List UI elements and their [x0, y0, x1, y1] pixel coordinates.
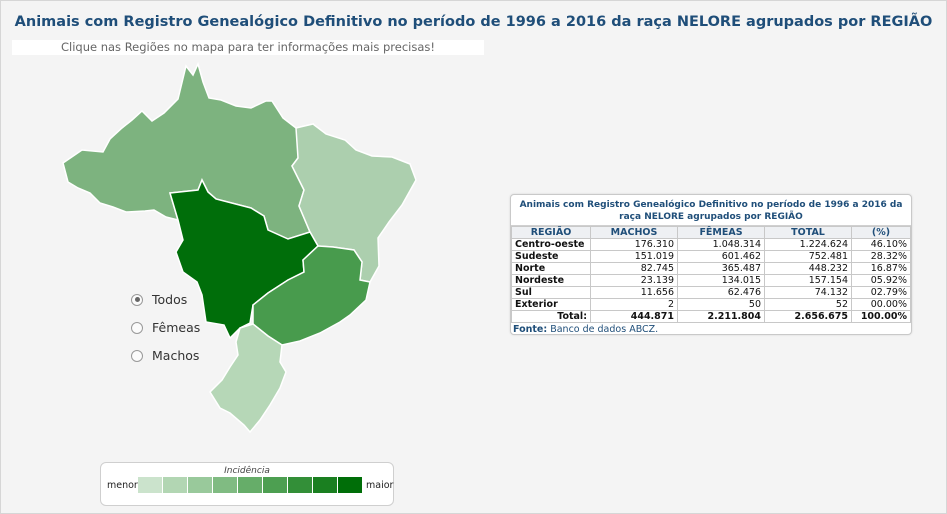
- legend-title: Incidência: [224, 466, 270, 476]
- cell-total: 752.481: [764, 250, 852, 263]
- cell-femeas: 365.487: [677, 262, 765, 275]
- cell-percent: 28.32%: [851, 250, 911, 263]
- header-machos: MACHOS: [590, 226, 678, 239]
- table-row: Sudeste 151.019 601.462 752.481 28.32%: [511, 250, 911, 263]
- cell-region: Nordeste: [511, 274, 591, 287]
- cell-machos: 176.310: [590, 238, 678, 251]
- legend-color-scale: [138, 477, 363, 493]
- cell-machos: 23.139: [590, 274, 678, 287]
- region-nordeste[interactable]: [291, 123, 417, 283]
- cell-machos: 2: [590, 298, 678, 311]
- incidence-legend: Incidência menor maior: [100, 462, 394, 506]
- cell-femeas: 601.462: [677, 250, 765, 263]
- legend-swatch: [138, 477, 162, 493]
- cell-femeas: 1.048.314: [677, 238, 765, 251]
- legend-swatch: [313, 477, 337, 493]
- cell-femeas: 50: [677, 298, 765, 311]
- table-row: Nordeste 23.139 134.015 157.154 05.92%: [511, 274, 911, 287]
- filter-option-femeas[interactable]: Fêmeas: [131, 320, 200, 335]
- legend-swatch: [338, 477, 362, 493]
- table-row: Exterior 2 50 52 00.00%: [511, 298, 911, 311]
- total-label: Total:: [511, 310, 591, 323]
- cell-femeas: 62.476: [677, 286, 765, 299]
- cell-machos: 82.745: [590, 262, 678, 275]
- brazil-region-map: [62, 61, 417, 434]
- cell-region: Sul: [511, 286, 591, 299]
- table-total-row: Total: 444.871 2.211.804 2.656.675 100.0…: [511, 310, 911, 323]
- cell-total: 448.232: [764, 262, 852, 275]
- total-femeas: 2.211.804: [677, 310, 765, 323]
- legend-max-label: maior: [366, 480, 394, 491]
- table-title: Animais com Registro Genealógico Definit…: [511, 195, 911, 226]
- cell-total: 74.132: [764, 286, 852, 299]
- source-label: Fonte:: [513, 324, 548, 335]
- header-regiao: REGIÃO: [511, 226, 591, 239]
- cell-percent: 02.79%: [851, 286, 911, 299]
- radio-button[interactable]: [131, 349, 143, 362]
- table-row: Centro-oeste 176.310 1.048.314 1.224.624…: [511, 238, 911, 251]
- source-note: Fonte: Banco de dados ABCZ.: [511, 323, 911, 335]
- cell-total: 52: [764, 298, 852, 311]
- legend-swatch: [288, 477, 312, 493]
- cell-region: Sudeste: [511, 250, 591, 263]
- filter-label: Todos: [152, 292, 188, 307]
- header-total: TOTAL: [764, 226, 852, 239]
- total-percent: 100.00%: [851, 310, 911, 323]
- legend-swatch: [263, 477, 287, 493]
- legend-swatch: [213, 477, 237, 493]
- table-header-row: REGIÃO MACHOS FÊMEAS TOTAL (%): [511, 226, 911, 239]
- cell-region: Centro-oeste: [511, 238, 591, 251]
- filter-option-todos[interactable]: Todos: [131, 292, 187, 307]
- cell-machos: 151.019: [590, 250, 678, 263]
- filter-label: Fêmeas: [152, 320, 201, 335]
- cell-region: Exterior: [511, 298, 591, 311]
- cell-region: Norte: [511, 262, 591, 275]
- legend-swatch: [238, 477, 262, 493]
- cell-femeas: 134.015: [677, 274, 765, 287]
- legend-swatch: [163, 477, 187, 493]
- region-sudeste[interactable]: [252, 245, 371, 346]
- region-data-panel: Animais com Registro Genealógico Definit…: [510, 194, 912, 335]
- map-hint: Clique nas Regiões no mapa para ter info…: [12, 40, 484, 55]
- legend-min-label: menor: [107, 480, 138, 491]
- table-row: Norte 82.745 365.487 448.232 16.87%: [511, 262, 911, 275]
- filter-option-machos[interactable]: Machos: [131, 348, 199, 363]
- header-percent: (%): [851, 226, 911, 239]
- region-sul[interactable]: [209, 323, 287, 434]
- cell-percent: 16.87%: [851, 262, 911, 275]
- cell-percent: 46.10%: [851, 238, 911, 251]
- header-femeas: FÊMEAS: [677, 226, 765, 239]
- total-total: 2.656.675: [764, 310, 852, 323]
- radio-button[interactable]: [131, 293, 143, 306]
- cell-percent: 05.92%: [851, 274, 911, 287]
- table-row: Sul 11.656 62.476 74.132 02.79%: [511, 286, 911, 299]
- radio-button[interactable]: [131, 321, 143, 334]
- total-machos: 444.871: [590, 310, 678, 323]
- cell-total: 1.224.624: [764, 238, 852, 251]
- legend-swatch: [188, 477, 212, 493]
- region-table: REGIÃO MACHOS FÊMEAS TOTAL (%) Centro-oe…: [511, 226, 911, 323]
- cell-total: 157.154: [764, 274, 852, 287]
- cell-machos: 11.656: [590, 286, 678, 299]
- filter-label: Machos: [152, 348, 200, 363]
- page-title: Animais com Registro Genealógico Definit…: [14, 14, 933, 30]
- source-text: Banco de dados ABCZ.: [550, 324, 659, 335]
- radio-selected-dot: [134, 297, 140, 302]
- cell-percent: 00.00%: [851, 298, 911, 311]
